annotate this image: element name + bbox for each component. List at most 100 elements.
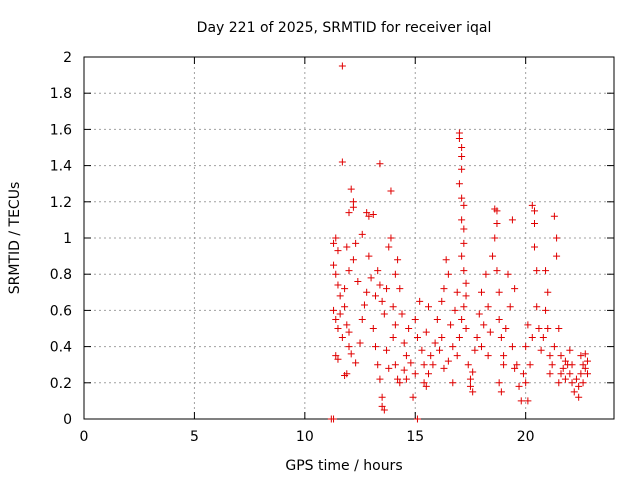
data-point	[533, 267, 541, 275]
data-point	[515, 382, 523, 390]
data-point	[460, 225, 468, 233]
data-point	[413, 334, 421, 342]
data-point	[581, 350, 589, 358]
data-point	[486, 328, 494, 336]
x-tick-label: 0	[80, 429, 89, 445]
data-point	[383, 346, 391, 354]
data-point	[444, 270, 452, 278]
data-point	[440, 285, 448, 293]
data-point	[473, 334, 481, 342]
data-point	[438, 297, 446, 305]
data-point	[338, 62, 346, 70]
data-point	[458, 216, 466, 224]
data-point	[391, 361, 399, 369]
data-point	[385, 364, 393, 372]
data-point	[453, 288, 461, 296]
data-point	[495, 288, 503, 296]
y-tick-label: 1.2	[50, 195, 72, 211]
data-point	[411, 315, 419, 323]
data-point	[484, 352, 492, 360]
data-point	[544, 288, 552, 296]
data-point	[469, 388, 477, 396]
data-point	[489, 252, 497, 260]
data-point	[478, 288, 485, 296]
data-point	[504, 270, 512, 278]
data-point	[429, 361, 437, 369]
data-point	[522, 379, 530, 387]
data-point	[345, 267, 353, 275]
data-point	[387, 234, 395, 242]
data-point	[555, 325, 563, 332]
data-point	[334, 281, 342, 289]
data-point	[438, 334, 446, 342]
data-point	[531, 243, 538, 251]
data-point	[460, 201, 468, 209]
data-point	[332, 315, 340, 323]
data-point	[334, 247, 342, 255]
data-point	[385, 243, 393, 251]
data-point	[462, 279, 470, 287]
data-point	[402, 352, 410, 360]
data-point	[341, 303, 349, 311]
data-point	[420, 379, 428, 387]
data-point	[559, 364, 567, 372]
y-tick-label: 0	[63, 412, 72, 428]
data-point	[484, 303, 492, 311]
data-point	[376, 375, 384, 383]
data-point	[561, 375, 569, 383]
data-point	[566, 346, 574, 354]
data-point	[482, 270, 490, 278]
data-point	[363, 209, 371, 217]
data-point	[579, 361, 587, 369]
data-point	[495, 315, 503, 323]
data-point	[557, 370, 565, 378]
data-point	[526, 361, 534, 369]
data-point	[570, 388, 578, 396]
data-point	[522, 343, 530, 351]
data-point	[396, 379, 404, 387]
x-tick-label: 5	[190, 429, 199, 445]
data-point	[380, 310, 388, 318]
data-point	[330, 415, 338, 423]
data-point	[458, 194, 466, 202]
data-point	[533, 303, 541, 311]
data-point	[334, 355, 342, 363]
data-point	[455, 334, 463, 342]
data-point	[553, 252, 561, 260]
data-point	[330, 239, 338, 247]
data-point	[402, 375, 410, 383]
data-point	[575, 382, 583, 390]
data-point	[458, 315, 466, 323]
y-tick-label: 0.6	[50, 303, 72, 319]
data-point	[469, 368, 477, 376]
data-point	[513, 361, 521, 369]
data-point	[358, 315, 366, 323]
data-point	[405, 325, 413, 332]
data-point	[480, 321, 488, 329]
data-point	[539, 334, 547, 342]
data-point	[572, 375, 580, 383]
data-point	[453, 352, 461, 360]
y-tick-label: 0.4	[50, 340, 72, 356]
data-point	[376, 160, 384, 168]
data-point	[425, 370, 432, 378]
data-point	[550, 212, 558, 220]
data-point	[363, 288, 371, 296]
data-point	[345, 328, 353, 336]
y-tick-label: 1.6	[50, 122, 72, 138]
data-point	[365, 212, 373, 220]
data-point	[524, 397, 532, 405]
data-point	[391, 321, 399, 329]
data-point	[581, 364, 589, 372]
data-point	[475, 310, 483, 318]
data-point	[491, 234, 499, 242]
data-point	[431, 339, 439, 347]
data-point	[528, 201, 536, 209]
data-point	[425, 303, 432, 311]
data-point	[349, 203, 357, 211]
data-point	[528, 334, 536, 342]
data-point	[383, 285, 391, 293]
data-point	[462, 325, 470, 332]
data-point	[347, 350, 355, 358]
